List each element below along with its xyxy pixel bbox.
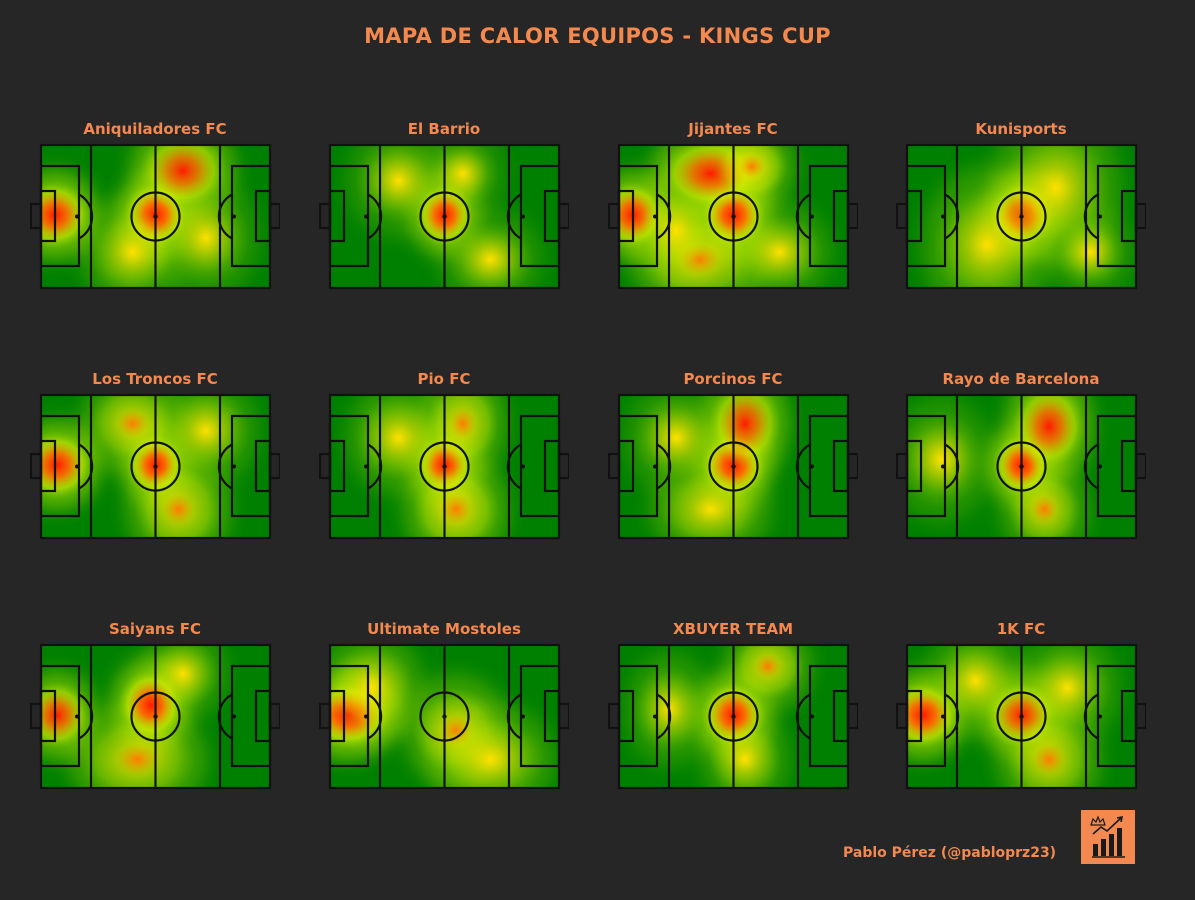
team-name: XBUYER TEAM <box>672 620 794 638</box>
team-heatmap-panel: Saiyans FC <box>30 620 280 810</box>
pitch-heatmap <box>30 643 280 790</box>
heat-hotspot <box>446 220 535 288</box>
pitch-heatmap <box>608 393 858 540</box>
heat-hotspot <box>731 645 805 701</box>
heat-hotspot <box>330 645 416 732</box>
author-credit: Pablo Pérez (@pabloprz23) <box>843 845 1057 861</box>
pitch-heatmap <box>319 143 569 290</box>
heat-hotspot <box>354 145 443 225</box>
team-heatmap-panel: Pio FC <box>319 370 569 560</box>
team-heatmap-panel: Aniquiladores FC <box>30 120 280 310</box>
heat-hotspot <box>708 395 782 468</box>
pitch-heatmap <box>319 393 569 540</box>
heat-hotspot <box>78 715 196 788</box>
heat-hotspot <box>659 470 762 538</box>
team-name: Rayo de Barcelona <box>942 370 1100 388</box>
team-name: Pio FC <box>417 370 471 388</box>
pitch-heatmap <box>30 143 280 290</box>
team-heatmap-panel: Porcinos FC <box>608 370 858 560</box>
team-name: Los Troncos FC <box>92 370 218 388</box>
pitch-heatmap <box>896 143 1146 290</box>
team-heatmap-panel: 1K FC <box>896 620 1146 810</box>
team-heatmap-panel: Kunisports <box>896 120 1146 310</box>
page-title: MAPA DE CALOR EQUIPOS - KINGS CUP <box>364 24 831 48</box>
team-name: Ultimate Mostoles <box>367 620 521 638</box>
heat-hotspot <box>639 187 713 275</box>
pitch-heatmap <box>608 643 858 790</box>
team-name: Saiyans FC <box>108 620 202 638</box>
team-name: 1K FC <box>996 620 1046 638</box>
team-heatmap-panel: El Barrio <box>319 120 569 310</box>
heat-hotspot <box>632 395 721 482</box>
heat-hotspot <box>161 189 250 287</box>
heat-hotspot <box>411 465 500 538</box>
team-name: Jijantes FC <box>688 120 778 138</box>
pitch-heatmap <box>896 643 1146 790</box>
team-name: Aniquiladores FC <box>83 120 227 138</box>
heat-hotspot <box>907 410 986 508</box>
team-name: Porcinos FC <box>683 370 783 388</box>
pitch-heatmap <box>319 643 569 790</box>
team-heatmap-panel: Los Troncos FC <box>30 370 280 560</box>
crown-bar-chart-icon <box>1081 810 1135 864</box>
heat-hotspot <box>161 395 250 475</box>
heat-hotspot <box>708 720 782 788</box>
team-heatmap-panel: Rayo de Barcelona <box>896 370 1146 560</box>
heat-hotspot <box>1007 470 1082 538</box>
heat-hotspot <box>1005 715 1093 788</box>
team-heatmap-panel: Jijantes FC <box>608 120 858 310</box>
pitch-heatmap <box>608 143 858 290</box>
heat-hotspot <box>1053 215 1127 288</box>
heat-hotspot <box>931 645 1020 725</box>
heat-hotspot <box>435 715 546 788</box>
team-name: Kunisports <box>975 120 1067 138</box>
pitch-heatmap <box>30 393 280 540</box>
heat-hotspot <box>41 681 90 750</box>
team-heatmap-panel: XBUYER TEAM <box>608 620 858 810</box>
heat-hotspot <box>1012 395 1086 471</box>
team-heatmap-panel: Ultimate Mostoles <box>319 620 569 810</box>
pitch-heatmap <box>896 393 1146 540</box>
team-name: El Barrio <box>407 120 481 138</box>
